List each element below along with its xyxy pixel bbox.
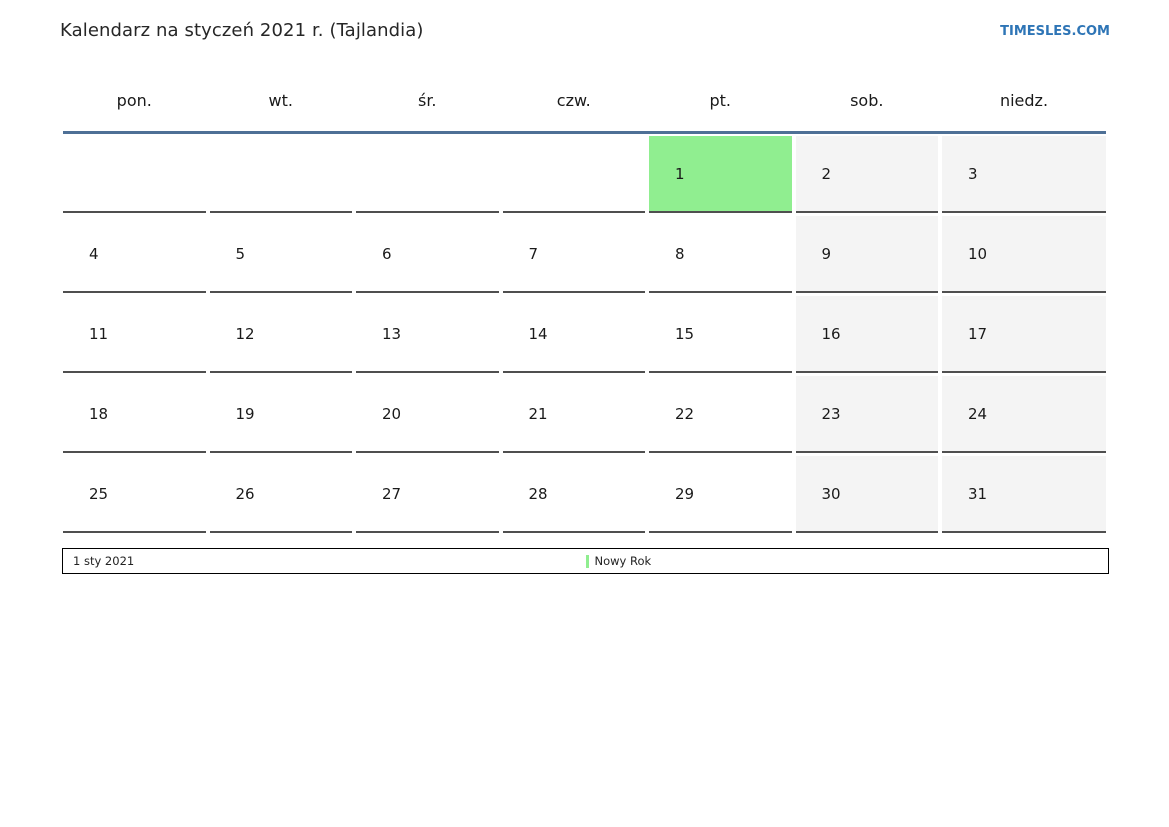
day-cell-8: 8 bbox=[649, 216, 792, 293]
legend-box: 1 sty 2021 Nowy Rok bbox=[62, 548, 1109, 574]
day-cell-empty bbox=[209, 136, 352, 213]
day-cell-4: 4 bbox=[63, 216, 206, 293]
day-cell-22: 22 bbox=[649, 376, 792, 453]
day-cell-empty bbox=[502, 136, 645, 213]
day-cell-23: 23 bbox=[795, 376, 938, 453]
day-cell-3: 3 bbox=[942, 136, 1106, 213]
day-cell-26: 26 bbox=[209, 456, 352, 533]
weekday-header-1: pon. bbox=[116, 90, 152, 110]
weekday-header-3: śr. bbox=[417, 90, 437, 110]
day-cell-11: 11 bbox=[63, 296, 206, 373]
page-title: Kalendarz na styczeń 2021 r. (Tajlandia) bbox=[60, 20, 424, 41]
day-cell-17: 17 bbox=[942, 296, 1106, 373]
day-cell-empty bbox=[63, 136, 206, 213]
day-cell-19: 19 bbox=[209, 376, 352, 453]
day-cell-30: 30 bbox=[795, 456, 938, 533]
weekday-header-row: pon. wt. śr. czw. pt. sob. niedz. bbox=[63, 78, 1106, 122]
holiday-marker-icon bbox=[585, 554, 589, 568]
site-link[interactable]: TIMESLES.COM bbox=[1000, 24, 1110, 39]
day-cell-15: 15 bbox=[649, 296, 792, 373]
day-cell-9: 9 bbox=[795, 216, 938, 293]
day-cell-16: 16 bbox=[795, 296, 938, 373]
day-cell-18: 18 bbox=[63, 376, 206, 453]
day-cell-24: 24 bbox=[942, 376, 1106, 453]
day-cell-21: 21 bbox=[502, 376, 645, 453]
legend-date: 1 sty 2021 bbox=[73, 554, 135, 568]
day-cell-10: 10 bbox=[942, 216, 1106, 293]
day-cell-5: 5 bbox=[209, 216, 352, 293]
day-cell-12: 12 bbox=[209, 296, 352, 373]
day-cell-13: 13 bbox=[356, 296, 499, 373]
day-cell-7: 7 bbox=[502, 216, 645, 293]
day-cell-holiday-1: 1 bbox=[649, 136, 792, 213]
day-grid: 1 2 3 4 5 6 7 8 9 10 11 12 13 14 15 16 17 18 19 20 21 22 23 24 2… bbox=[63, 136, 1106, 533]
day-cell-28: 28 bbox=[502, 456, 645, 533]
day-cell-6: 6 bbox=[356, 216, 499, 293]
day-cell-empty bbox=[356, 136, 499, 213]
legend-event-label: Nowy Rok bbox=[594, 554, 652, 568]
day-cell-31: 31 bbox=[942, 456, 1106, 533]
day-cell-29: 29 bbox=[649, 456, 792, 533]
weekday-header-5: pt. bbox=[709, 90, 731, 110]
day-cell-14: 14 bbox=[502, 296, 645, 373]
header-divider-line bbox=[63, 131, 1106, 134]
day-cell-27: 27 bbox=[356, 456, 499, 533]
weekday-header-2: wt. bbox=[268, 90, 293, 110]
legend-event: Nowy Rok bbox=[585, 554, 652, 568]
day-cell-2: 2 bbox=[795, 136, 938, 213]
weekday-header-6: sob. bbox=[850, 90, 884, 110]
day-cell-25: 25 bbox=[63, 456, 206, 533]
weekday-header-4: czw. bbox=[556, 90, 591, 110]
calendar: pon. wt. śr. czw. pt. sob. niedz. 1 2 3 4 5 6 7 8 9 10 1… bbox=[63, 78, 1106, 533]
day-cell-20: 20 bbox=[356, 376, 499, 453]
weekday-header-7: niedz. bbox=[999, 90, 1049, 110]
